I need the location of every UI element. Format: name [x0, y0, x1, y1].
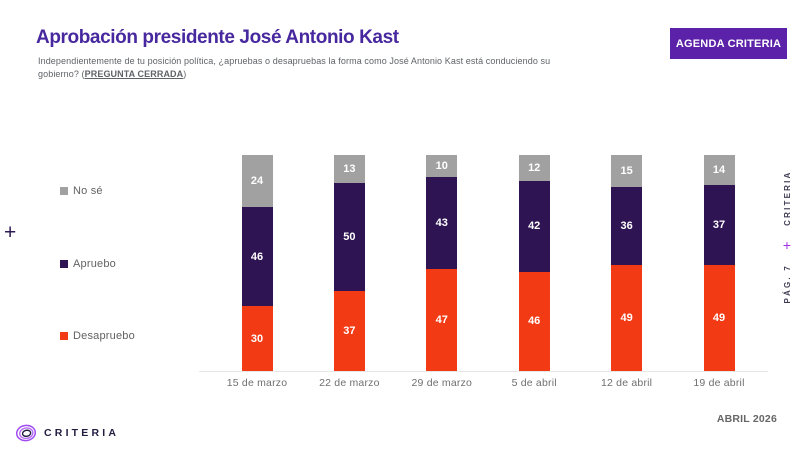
x-axis-label: 19 de abril: [693, 377, 745, 389]
bar-value-label: 15: [620, 165, 633, 178]
x-axis-label: 15 de marzo: [226, 377, 288, 389]
report-date: ABRIL 2026: [716, 413, 777, 425]
agenda-criteria-button[interactable]: AGENDA CRITERIA: [670, 28, 787, 59]
legend-label: Desapruebo: [73, 330, 135, 342]
bar-segment-no-sé: 13: [333, 155, 365, 184]
bar-segment-apruebo: 37: [703, 185, 735, 266]
bar-value-label: 42: [528, 220, 541, 233]
page-title: Aprobación presidente José Antonio Kast: [36, 27, 399, 48]
bar-segment-desapruebo: 46: [518, 271, 550, 371]
legend-item: Apruebo: [60, 257, 116, 271]
bar-value-label: 12: [528, 161, 541, 174]
survey-question-text: Independientemente de tu posición políti…: [38, 56, 551, 79]
legend-swatch: [60, 332, 68, 340]
legend-swatch: [60, 260, 68, 268]
criteria-logo-icon: [15, 424, 37, 442]
x-axis-label: 29 de marzo: [411, 377, 473, 389]
bar-segment-apruebo: 36: [611, 187, 643, 266]
bar-value-label: 36: [620, 220, 633, 233]
bar-segment-desapruebo: 30: [241, 306, 273, 371]
legend-swatch: [60, 187, 68, 195]
bar-value-label: 30: [250, 332, 264, 345]
x-axis-label: 12 de abril: [600, 377, 653, 389]
bar-value-label: 46: [250, 250, 264, 263]
survey-question-emphasis: PREGUNTA CERRADA: [84, 69, 184, 79]
bar-value-label: 49: [620, 312, 633, 325]
legend-item: No sé: [60, 184, 103, 198]
bar-value-label: 43: [435, 217, 448, 230]
legend-item: Desapruebo: [60, 329, 135, 343]
footer-brand-label: CRITERIA: [44, 427, 120, 439]
bar-segment-desapruebo: 49: [703, 265, 735, 371]
bar-segment-no-sé: 15: [611, 155, 643, 188]
bar-value-label: 10: [435, 159, 448, 172]
bar-value-label: 47: [435, 314, 448, 327]
bar-value-label: 37: [343, 325, 356, 338]
x-axis-label: 5 de abril: [511, 377, 557, 389]
x-axis-label: 22 de marzo: [319, 377, 380, 389]
survey-question: Independientemente de tu posición políti…: [38, 55, 565, 81]
legend-label: No sé: [73, 185, 103, 197]
bar-value-label: 13: [343, 163, 356, 176]
legend-label: Apruebo: [73, 258, 116, 270]
bar-value-label: 46: [528, 315, 541, 328]
x-axis-line: [199, 371, 768, 372]
bar-segment-no-sé: 10: [426, 155, 458, 177]
bar-segment-apruebo: 50: [333, 183, 365, 292]
bar-segment-apruebo: 43: [426, 176, 458, 270]
bar-segment-no-sé: 24: [241, 155, 273, 207]
survey-question-suffix: ): [183, 69, 187, 79]
bar-segment-no-sé: 14: [703, 155, 735, 186]
bar-value-label: 24: [250, 174, 264, 187]
bar-value-label: 49: [712, 312, 726, 325]
bar-segment-apruebo: 42: [518, 180, 550, 272]
bar-segment-apruebo: 46: [241, 206, 273, 307]
bar-segment-desapruebo: 49: [611, 265, 643, 371]
bar-segment-desapruebo: 47: [426, 269, 458, 371]
criteria-logo: CRITERIA: [15, 422, 165, 444]
left-plus-icon: +: [4, 221, 17, 244]
bar-segment-no-sé: 12: [518, 155, 550, 181]
bar-value-label: 50: [343, 231, 356, 244]
bar-segment-desapruebo: 37: [333, 291, 365, 371]
bar-value-label: 37: [712, 219, 726, 232]
bar-value-label: 14: [712, 164, 726, 177]
